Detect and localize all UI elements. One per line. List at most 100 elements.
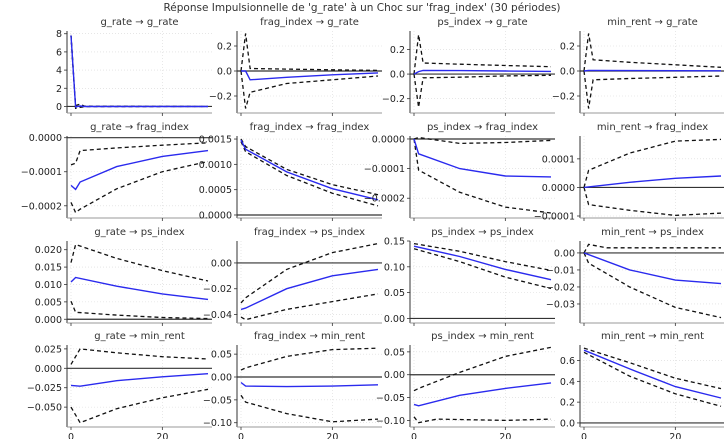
ci-upper-line <box>240 242 379 304</box>
irf-line <box>70 35 208 108</box>
irf-line <box>240 381 379 388</box>
irf-panel: −0.04 −0.02 0.00 frag_index → ps_index <box>203 227 382 326</box>
ci-lower-line <box>70 160 209 214</box>
irf-line <box>70 276 209 301</box>
y-tick-label: 0.2 <box>390 45 405 56</box>
panel-title: frag_index → g_rate <box>260 17 359 28</box>
y-tick-label: 0.005 <box>35 297 62 308</box>
irf-panel: 0.0000 0.0005 0.0010 0.0015 frag_index → fra… <box>199 122 382 221</box>
panel-title: g_rate → g_rate <box>100 17 178 28</box>
y-tick-label: 0.025 <box>35 344 62 355</box>
y-tick-label: 0.00 <box>211 373 232 384</box>
ci-lower-line <box>583 252 722 319</box>
irf-line <box>583 349 722 399</box>
irf-panel: 0.000 0.005 0.010 0.015 0.020 g_rate → ps_ind… <box>35 227 212 326</box>
y-tick-label: 0.015 <box>35 263 62 274</box>
panel-title: min_rent → frag_index <box>597 122 708 133</box>
y-tick-label: 0.05 <box>384 347 405 358</box>
panel-title: g_rate → min_rent <box>94 331 185 342</box>
irf-line <box>241 70 379 81</box>
figure-title: Réponse Impulsionnelle de 'g_rate' à un … <box>163 2 561 14</box>
y-tick-label: 0.010 <box>35 280 62 291</box>
y-tick-label: −0.0002 <box>364 194 405 205</box>
y-tick-label: −0.0002 <box>21 201 62 212</box>
panel-title: frag_index → ps_index <box>254 227 365 238</box>
ci-lower-line <box>70 35 209 110</box>
y-tick-label: −0.04 <box>203 310 232 321</box>
y-tick-label: −0.10 <box>376 416 405 427</box>
x-tick-label: 20 <box>156 432 168 439</box>
irf-panel: −0.2 0.0 0.2 ps_index → g_rate <box>382 17 555 116</box>
y-tick-label: 0.6 <box>560 356 575 367</box>
y-tick-label: −0.0001 <box>534 212 575 223</box>
irf-line <box>240 139 379 201</box>
ci-lower-line <box>240 394 379 423</box>
irf-line <box>413 69 552 75</box>
panel-title: frag_index → min_rent <box>254 331 365 342</box>
y-tick-label: −0.025 <box>27 383 62 394</box>
panel-title: min_rent → g_rate <box>607 17 698 28</box>
ci-upper-line <box>413 136 552 145</box>
x-tick-label: 0 <box>581 432 587 439</box>
y-tick-label: 0.020 <box>35 245 62 256</box>
y-tick-label: 0.15 <box>384 237 405 248</box>
irf-line <box>583 69 722 72</box>
y-tick-label: 8 <box>56 29 62 40</box>
y-tick-label: −0.01 <box>546 265 575 276</box>
ci-upper-line <box>413 242 552 272</box>
panel-title: frag_index → frag_index <box>250 122 370 133</box>
x-tick-label: 20 <box>499 432 511 439</box>
y-tick-label: −0.2 <box>382 94 405 105</box>
y-tick-label: 0.0000 <box>29 133 62 144</box>
y-tick-label: −0.02 <box>546 282 575 293</box>
panel-title: ps_index → min_rent <box>431 331 534 342</box>
x-tick-label: 0 <box>411 432 417 439</box>
irf-line <box>70 149 209 191</box>
ci-lower-line <box>413 248 552 290</box>
ci-upper-line <box>583 243 721 254</box>
y-tick-label: 0.00 <box>384 370 405 381</box>
y-tick-label: 6 <box>56 47 62 58</box>
irf-panel: 0.00 0.05 0.10 0.15 ps_index → ps_index <box>384 227 555 326</box>
x-tick-label: 20 <box>326 432 338 439</box>
ci-upper-line <box>70 35 209 108</box>
ci-lower-line <box>583 187 722 217</box>
y-tick-label: 0.4 <box>560 377 575 388</box>
irf-panel: −0.10 −0.05 0.00 0.05 0 20 ps_index → min_rent <box>376 331 555 439</box>
ci-lower-line <box>240 141 379 207</box>
ci-lower-line <box>240 70 379 109</box>
y-tick-label: 0.0000 <box>372 134 405 145</box>
y-tick-label: −0.02 <box>203 284 232 295</box>
panel-title: ps_index → frag_index <box>427 122 538 133</box>
y-tick-label: 0.05 <box>384 288 405 299</box>
irf-panel: −0.0002 −0.0001 0.0000 ps_index → frag_inde… <box>364 122 555 221</box>
y-tick-label: 0.0 <box>560 418 575 429</box>
irf-panel: −0.050 −0.025 0.000 0.025 0 20 g_rate → min_re… <box>27 331 212 439</box>
y-tick-label: 0.2 <box>560 42 575 53</box>
y-tick-label: 0.0001 <box>542 154 575 165</box>
y-tick-label: 0.0 <box>560 67 575 78</box>
y-tick-label: −0.0001 <box>364 164 405 175</box>
ci-lower-line <box>413 416 552 424</box>
irf-line <box>413 245 552 281</box>
ci-lower-line <box>583 70 722 109</box>
panel-title: min_rent → min_rent <box>601 331 704 342</box>
ci-lower-line <box>70 300 209 320</box>
ci-lower-line <box>413 74 552 108</box>
y-tick-label: −0.2 <box>552 92 575 103</box>
ci-upper-line <box>413 346 552 392</box>
ci-upper-line <box>240 33 379 72</box>
irf-panel: −0.03 −0.02 −0.01 0.00 min_rent → ps_index <box>546 227 724 326</box>
ci-upper-line <box>583 347 722 390</box>
irf-line <box>70 373 209 387</box>
y-tick-label: 4 <box>56 66 62 77</box>
ci-upper-line <box>240 138 379 196</box>
y-tick-label: 0.0010 <box>199 160 232 171</box>
ci-upper-line <box>70 348 209 365</box>
y-tick-label: 0.0000 <box>199 210 232 221</box>
irf-line <box>413 138 552 178</box>
y-tick-label: 0.2 <box>560 398 575 409</box>
panel-title: ps_index → g_rate <box>437 17 527 28</box>
y-tick-label: −0.03 <box>546 299 575 310</box>
